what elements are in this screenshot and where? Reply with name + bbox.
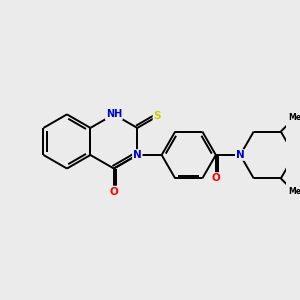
Text: O: O <box>212 173 220 183</box>
Text: NH: NH <box>106 110 122 119</box>
Text: Me: Me <box>288 188 300 196</box>
Text: O: O <box>110 187 118 196</box>
Text: N: N <box>236 150 244 160</box>
Text: S: S <box>154 111 161 122</box>
Text: Me: Me <box>288 113 300 122</box>
Text: N: N <box>133 150 142 160</box>
